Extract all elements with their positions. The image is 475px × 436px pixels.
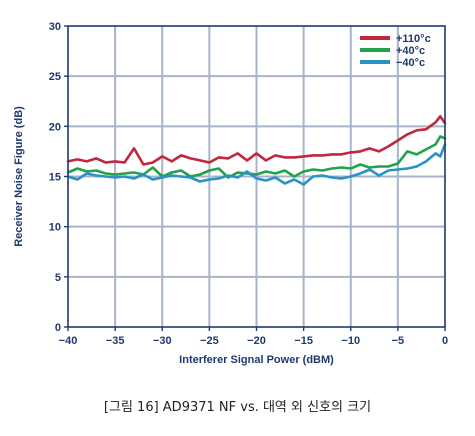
series-line-2 [66,135,447,179]
x-tick-label: −35 [106,335,125,347]
series-line-1 [66,115,447,166]
x-tick-label: −30 [153,335,172,347]
series-line-3 [66,143,447,186]
noise-figure-chart: 0 5 10 15 20 25 30 −40 −35 −30 −25 −20 −15 −10 −5 0 +1… [13,21,448,366]
y-tick-label: 10 [49,222,61,234]
y-tick-label: 0 [55,322,61,334]
y-axis-title: Receiver Noise Figure (dB) [13,106,25,247]
chart-frame [64,25,446,331]
y-tick-label: 30 [49,21,61,33]
x-tick-labels: −40 −35 −30 −25 −20 −15 −10 −5 0 [59,335,448,347]
y-tick-labels: 0 5 10 15 20 25 30 [49,21,61,334]
legend-label: −40°c [396,57,425,69]
chart-legend: +110°c+40°c−40°c [360,33,431,69]
x-tick-label: −40 [59,335,78,347]
y-tick-label: 25 [49,71,61,83]
y-tick-label: 5 [55,272,61,284]
x-tick-label: −15 [294,335,313,347]
legend-label: +40°c [396,45,425,57]
x-tick-label: 0 [442,335,448,347]
x-tick-label: −25 [200,335,219,347]
legend-label: +110°c [396,33,431,45]
y-tick-label: 15 [49,172,61,184]
chart-series-group [66,115,447,186]
x-tick-label: −5 [392,335,405,347]
x-tick-label: −10 [341,335,360,347]
x-tick-label: −20 [247,335,266,347]
y-tick-label: 20 [49,121,61,133]
x-axis-title: Interferer Signal Power (dBM) [179,354,334,366]
figure-caption: [그림 16] AD9371 NF vs. 대역 외 신호의 크기 [103,400,372,415]
